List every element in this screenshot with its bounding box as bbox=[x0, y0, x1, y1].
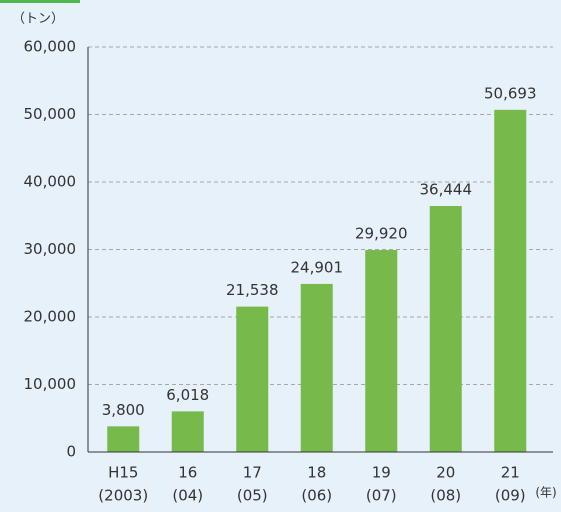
y-tick-label: 10,000 bbox=[24, 375, 77, 393]
bar bbox=[107, 426, 140, 452]
x-tick-label: 16 bbox=[178, 464, 197, 482]
value-label: 21,538 bbox=[226, 281, 279, 299]
bar bbox=[171, 411, 204, 452]
x-tick-sublabel: (05) bbox=[237, 487, 268, 505]
x-tick-sublabel: (2003) bbox=[98, 487, 148, 505]
y-tick-label: 40,000 bbox=[24, 173, 77, 191]
y-tick-label: 20,000 bbox=[24, 308, 77, 326]
x-tick-sublabel: (07) bbox=[366, 487, 397, 505]
x-tick-label: 20 bbox=[436, 464, 455, 482]
header-accent bbox=[0, 0, 80, 3]
bar bbox=[300, 283, 333, 452]
x-tick-label: 19 bbox=[372, 464, 391, 482]
bar bbox=[429, 206, 462, 452]
x-tick-label: H15 bbox=[108, 464, 138, 482]
x-unit: (年) bbox=[535, 486, 556, 500]
x-tick-label: 18 bbox=[307, 464, 326, 482]
y-tick-label: 50,000 bbox=[24, 105, 77, 123]
x-tick-sublabel: (08) bbox=[430, 487, 461, 505]
y-tick-label: 0 bbox=[66, 443, 76, 461]
bar bbox=[236, 306, 269, 452]
bar bbox=[365, 250, 398, 452]
value-label: 36,444 bbox=[420, 181, 473, 199]
bar bbox=[494, 109, 527, 452]
value-label: 29,920 bbox=[355, 225, 408, 243]
y-tick-label: 60,000 bbox=[24, 38, 77, 56]
value-label: 3,800 bbox=[102, 401, 145, 419]
y-unit: （トン） bbox=[12, 12, 64, 27]
value-label: 50,693 bbox=[484, 84, 537, 102]
value-label: 6,018 bbox=[166, 386, 209, 404]
y-tick-label: 30,000 bbox=[24, 240, 77, 258]
x-tick-sublabel: (04) bbox=[172, 487, 203, 505]
x-tick-sublabel: (06) bbox=[301, 487, 332, 505]
x-tick-label: 21 bbox=[501, 464, 520, 482]
value-label: 24,901 bbox=[291, 258, 344, 276]
x-tick-sublabel: (09) bbox=[495, 487, 526, 505]
x-tick-label: 17 bbox=[243, 464, 262, 482]
